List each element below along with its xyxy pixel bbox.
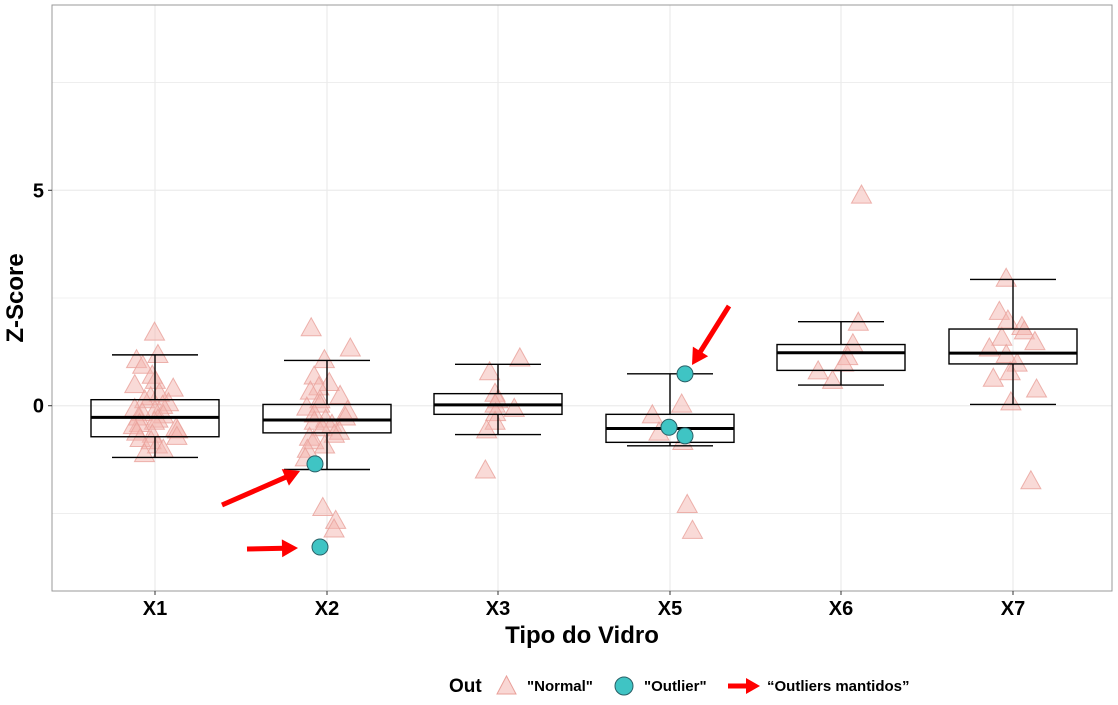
box-x3 xyxy=(433,363,563,436)
normal-point-triangle xyxy=(300,316,323,337)
x-tick-label: X3 xyxy=(486,598,510,620)
normal-point-triangle xyxy=(503,397,526,417)
normal-point-triangle xyxy=(676,493,699,513)
normal-point-triangle xyxy=(123,373,146,394)
normal-point-triangle xyxy=(474,458,497,479)
arrow-head xyxy=(281,469,300,486)
box-x1 xyxy=(90,354,220,459)
y-axis-title: Z-Score xyxy=(2,253,29,342)
normal-point-triangle xyxy=(670,393,693,413)
normal-point-triangle xyxy=(166,425,188,445)
normal-point-triangle xyxy=(1025,377,1048,398)
normal-point-triangle xyxy=(339,337,362,357)
legend-label-outlier: "Outlier" xyxy=(644,678,707,695)
normal-point-triangle xyxy=(329,384,351,404)
red-arrow-annotation xyxy=(221,469,300,508)
y-tick-label: 0 xyxy=(33,396,44,418)
normal-point-triangle xyxy=(990,326,1013,346)
normal-point-triangle xyxy=(978,337,1001,357)
iqr-box xyxy=(776,343,906,372)
normal-point-triangle xyxy=(1013,319,1036,340)
box-x7 xyxy=(948,278,1078,406)
arrow-layer xyxy=(221,304,732,558)
normal-point-triangle xyxy=(850,184,873,204)
normal-point-triangle xyxy=(681,519,704,539)
outlier-point-circle xyxy=(676,365,694,383)
normal-point-triangle xyxy=(484,410,506,430)
x-tick-label: X7 xyxy=(1001,598,1025,620)
normal-point-triangle xyxy=(1020,469,1042,490)
arrow-shaft xyxy=(246,545,285,552)
normal-point-triangle xyxy=(999,360,1022,381)
normal-point-triangle xyxy=(147,343,169,364)
normal-point-triangle xyxy=(982,367,1005,387)
normal-point-triangle xyxy=(143,321,166,341)
x-tick-label: X5 xyxy=(658,598,682,620)
normal-point-triangle xyxy=(311,416,334,437)
normal-point-triangle xyxy=(311,496,334,516)
red-arrow-annotation xyxy=(246,539,298,558)
legend-title: Out xyxy=(449,676,482,697)
iqr-box xyxy=(948,328,1078,365)
normal-point-triangle xyxy=(1000,390,1022,411)
normal-point-triangle xyxy=(995,267,1018,287)
normal-point-triangle xyxy=(1024,330,1046,351)
y-tick-label: 5 xyxy=(33,180,44,202)
arrow-head xyxy=(692,346,709,365)
normal-point-triangle xyxy=(131,354,154,374)
legend-label-arrow: “Outliers mantidos” xyxy=(767,678,910,695)
x-tick-label: X1 xyxy=(143,598,167,620)
normal-point-triangle xyxy=(162,377,185,397)
outlier-point-circle xyxy=(311,538,329,556)
x-axis-title: Tipo do Vidro xyxy=(505,622,659,649)
axis-layer: 0 5 X1 X2 X3 X5 X6 X7 xyxy=(33,180,1025,620)
outlier-layer xyxy=(306,365,694,556)
normal-point-triangle xyxy=(988,300,1011,320)
normal-point-triangle xyxy=(299,380,322,400)
red-arrow-annotation xyxy=(692,304,732,365)
legend-circle-icon xyxy=(614,676,634,696)
normal-point-triangle xyxy=(478,360,501,381)
x-tick-label: X2 xyxy=(315,598,339,620)
outlier-point-circle xyxy=(676,427,694,445)
outlier-point-circle xyxy=(660,418,678,436)
arrow-head xyxy=(281,539,298,558)
panel-border xyxy=(51,4,1113,592)
points-layer xyxy=(122,184,1048,539)
grid-layer xyxy=(52,5,1112,591)
arrow-shaft xyxy=(221,474,289,508)
box-x2 xyxy=(262,359,392,471)
normal-point-triangle xyxy=(313,348,336,369)
legend-red-arrow-icon xyxy=(728,678,760,694)
normal-point-triangle xyxy=(475,418,498,439)
box-x6 xyxy=(776,320,906,386)
legend-triangle-icon xyxy=(496,674,517,695)
outlier-point-circle xyxy=(306,455,324,473)
normal-point-triangle xyxy=(323,517,345,538)
legend: Out "Normal" "Outlier" “Outliers mantido… xyxy=(449,674,910,697)
arrow-shaft xyxy=(697,304,732,355)
normal-point-triangle xyxy=(832,352,855,372)
box-layer xyxy=(90,278,1078,471)
normal-point-triangle xyxy=(313,433,336,454)
legend-label-normal: "Normal" xyxy=(527,678,593,695)
normal-point-triangle xyxy=(821,369,844,389)
normal-point-triangle xyxy=(508,346,531,367)
x-tick-label: X6 xyxy=(829,598,853,620)
